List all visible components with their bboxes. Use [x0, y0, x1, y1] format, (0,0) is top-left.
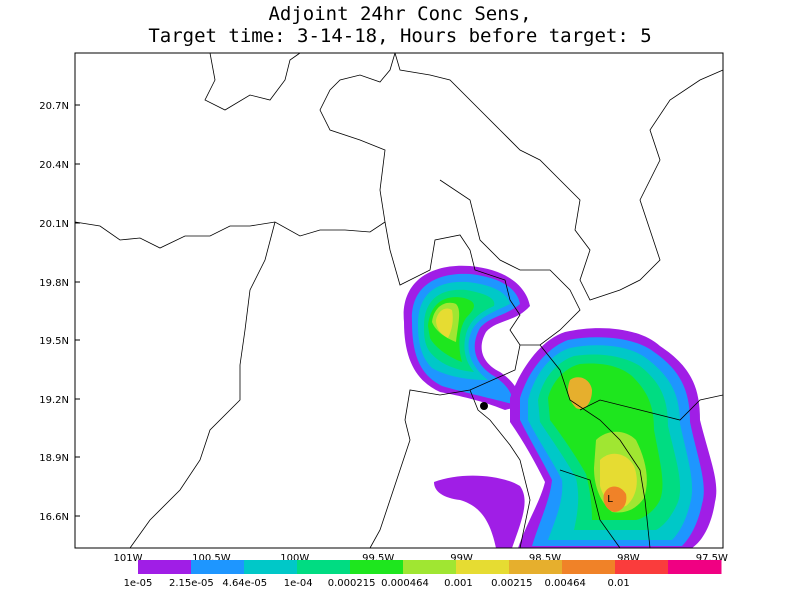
lon-label: 100.5W — [192, 553, 231, 564]
map-area: L — [74, 52, 724, 549]
colorbar-label: 0.000215 — [328, 578, 376, 589]
lat-label: 19.2N — [39, 395, 69, 406]
lat-label: 20.4N — [39, 160, 69, 171]
plume-upper — [403, 265, 530, 410]
colorbar-label: 1e-04 — [284, 578, 313, 589]
lon-label: 99.5W — [362, 553, 394, 564]
lon-label: 98W — [617, 553, 640, 564]
colorbar-label: 0.001 — [444, 578, 473, 589]
colorbar-label: 0.00464 — [545, 578, 586, 589]
lat-label: 20.1N — [39, 219, 69, 230]
title: Adjoint 24hr Conc Sens, — [268, 3, 531, 25]
colorbar-label: 0.00215 — [491, 578, 532, 589]
colorbar-label: 2.15e-05 — [169, 578, 214, 589]
colorbar-swatch — [509, 560, 563, 574]
colorbar-swatch — [191, 560, 245, 574]
colorbar-swatch — [297, 560, 351, 574]
lon-label: 99W — [450, 553, 473, 564]
colorbar-swatch — [615, 560, 669, 574]
map-frame — [74, 52, 724, 549]
colorbar-label: 0.01 — [607, 578, 629, 589]
colorbar-swatch — [562, 560, 616, 574]
lon-label: 101W — [114, 553, 143, 564]
colorbar-label: 1e-05 — [124, 578, 153, 589]
lat-label: 19.8N — [39, 278, 69, 289]
lon-label: 98.5W — [529, 553, 561, 564]
target-point — [480, 402, 488, 410]
lat-label: 16.6N — [39, 512, 69, 523]
plume-lower — [434, 328, 717, 548]
colorbar-swatch — [244, 560, 298, 574]
title: Target time: 3-14-18, Hours before targe… — [148, 25, 651, 47]
colorbar-label: 4.64e-05 — [222, 578, 267, 589]
lon-label: 100W — [280, 553, 309, 564]
colorbar-label: 0.000464 — [381, 578, 429, 589]
colorbar-swatch — [350, 560, 404, 574]
lat-label: 19.5N — [39, 336, 69, 347]
colorbar-swatch — [668, 560, 722, 574]
low-marker: L — [607, 494, 613, 505]
colorbar-swatch — [456, 560, 510, 574]
lat-label: 20.7N — [39, 101, 69, 112]
colorbar-swatch — [138, 560, 192, 574]
lat-label: 18.9N — [39, 453, 69, 464]
lon-label: 97.5W — [696, 553, 728, 564]
colorbar-swatch — [403, 560, 457, 574]
